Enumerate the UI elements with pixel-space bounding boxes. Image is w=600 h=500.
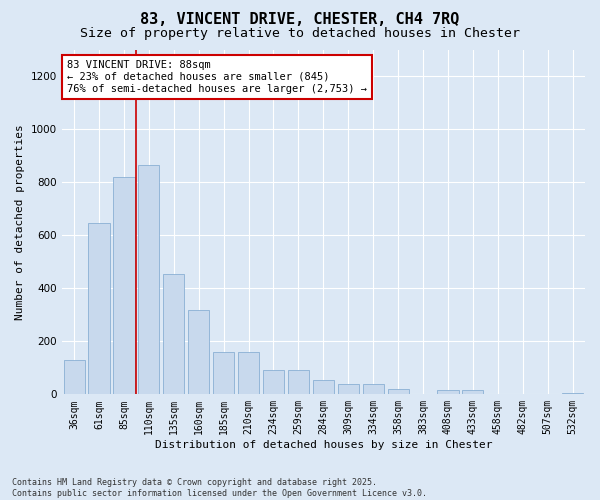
Bar [437, 390, 458, 394]
Bar [288, 370, 309, 394]
Bar [138, 165, 160, 394]
Bar [388, 389, 409, 394]
Bar [313, 380, 334, 394]
Text: 83, VINCENT DRIVE, CHESTER, CH4 7RQ: 83, VINCENT DRIVE, CHESTER, CH4 7RQ [140, 12, 460, 28]
Text: Size of property relative to detached houses in Chester: Size of property relative to detached ho… [80, 28, 520, 40]
Bar [462, 390, 484, 394]
Bar [362, 384, 384, 394]
X-axis label: Distribution of detached houses by size in Chester: Distribution of detached houses by size … [155, 440, 492, 450]
Bar [188, 310, 209, 394]
Y-axis label: Number of detached properties: Number of detached properties [15, 124, 25, 320]
Bar [238, 352, 259, 395]
Bar [263, 370, 284, 394]
Bar [88, 224, 110, 394]
Bar [64, 360, 85, 394]
Text: 83 VINCENT DRIVE: 88sqm
← 23% of detached houses are smaller (845)
76% of semi-d: 83 VINCENT DRIVE: 88sqm ← 23% of detache… [67, 60, 367, 94]
Bar [113, 177, 134, 394]
Bar [163, 274, 184, 394]
Bar [213, 352, 234, 395]
Bar [562, 393, 583, 394]
Bar [338, 384, 359, 394]
Text: Contains HM Land Registry data © Crown copyright and database right 2025.
Contai: Contains HM Land Registry data © Crown c… [12, 478, 427, 498]
